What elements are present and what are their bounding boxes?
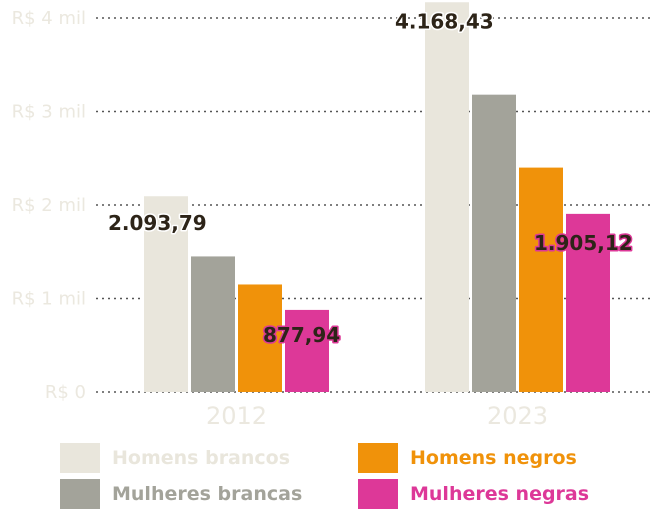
legend-label-homens-brancos: Homens brancos bbox=[112, 447, 291, 469]
y-tick-label: R$ 1 mil bbox=[12, 289, 86, 310]
x-tick-label: 2012 bbox=[206, 402, 267, 430]
bar bbox=[144, 196, 188, 392]
bar bbox=[285, 309, 329, 392]
bars bbox=[144, 2, 610, 393]
legend-swatch-homens-brancos bbox=[60, 443, 100, 473]
bar bbox=[519, 167, 563, 392]
data-label: 4.168,43 bbox=[395, 9, 494, 33]
x-tick-label: 2023 bbox=[487, 402, 548, 430]
data-label: 1.905,12 bbox=[534, 231, 633, 255]
legend-label-homens-negros: Homens negros bbox=[410, 447, 577, 469]
legend-swatch-mulheres-brancas bbox=[60, 479, 100, 509]
bar bbox=[472, 94, 516, 393]
data-labels: 2.093,79 877,94 4.168,43 1.905,12 bbox=[107, 8, 635, 349]
x-axis-tick-labels: 2012 2023 bbox=[206, 402, 548, 430]
y-tick-label: R$ 3 mil bbox=[12, 102, 86, 123]
bar bbox=[191, 256, 235, 392]
legend-item-homens-brancos: Homens brancos bbox=[60, 443, 290, 473]
legend-swatch-homens-negros bbox=[358, 443, 398, 473]
legend-label-mulheres-brancas: Mulheres brancas bbox=[112, 483, 303, 505]
y-tick-label: R$ 4 mil bbox=[12, 8, 86, 29]
bar bbox=[238, 284, 282, 392]
bar bbox=[425, 2, 469, 392]
legend-label-mulheres-negras: Mulheres negras bbox=[410, 483, 590, 505]
legend-swatch-mulheres-negras bbox=[358, 479, 398, 509]
legend-item-mulheres-negras: Mulheres negras bbox=[358, 479, 589, 509]
y-tick-label: R$ 2 mil bbox=[12, 195, 86, 216]
legend-item-homens-negros: Homens negros bbox=[358, 443, 577, 473]
y-tick-label: R$ 0 bbox=[45, 382, 86, 403]
legend-item-mulheres-brancas: Mulheres brancas bbox=[60, 479, 302, 509]
bar bbox=[566, 213, 610, 392]
y-axis-tick-labels: R$ 0 R$ 1 mil R$ 2 mil R$ 3 mil R$ 4 mil bbox=[12, 8, 86, 403]
data-label: 877,94 bbox=[263, 323, 340, 347]
data-label: 2.093,79 bbox=[108, 211, 207, 235]
